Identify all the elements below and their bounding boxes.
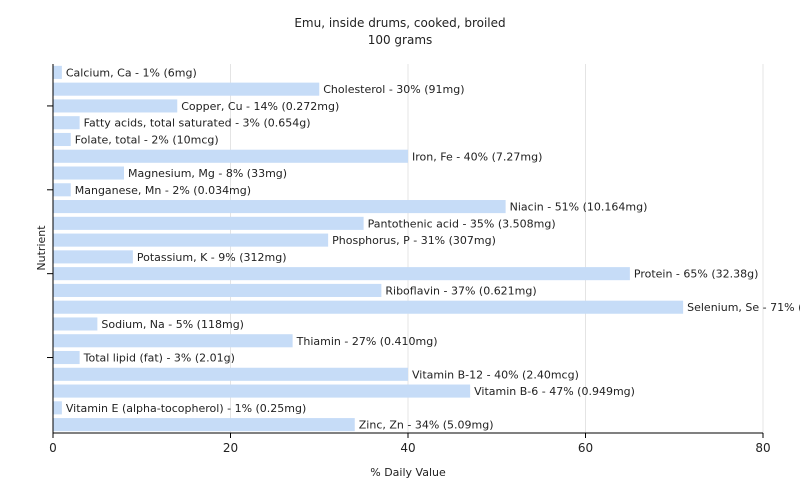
bar [53,82,320,96]
bar [53,99,178,113]
bar [53,367,408,381]
bar-label: Pantothenic acid - 35% (3.508mg) [368,217,556,230]
y-axis-label: Nutrient [35,225,48,271]
chart-subtitle: 100 grams [368,33,433,47]
bar-label: Riboflavin - 37% (0.621mg) [385,284,536,297]
x-tick-label: 40 [400,441,415,455]
bar-label: Potassium, K - 9% (312mg) [137,251,287,264]
bar-label: Vitamin B-6 - 47% (0.949mg) [474,385,635,398]
bar-label: Calcium, Ca - 1% (6mg) [66,66,197,79]
bar-label: Copper, Cu - 14% (0.272mg) [181,100,339,113]
bar-label: Phosphorus, P - 31% (307mg) [332,234,496,247]
bar [53,132,71,147]
bar [53,233,329,247]
bar-label: Protein - 65% (32.38g) [634,268,759,281]
bar [53,317,98,331]
bar [53,200,506,214]
bar-label: Total lipid (fat) - 3% (2.01g) [83,352,235,365]
bar [53,183,71,197]
bar-label: Thiamin - 27% (0.410mg) [296,335,438,348]
x-tick-label: 20 [223,441,238,455]
bar [53,267,630,281]
bar [53,334,293,348]
bar [53,216,364,230]
x-tick-label: 60 [578,441,593,455]
bar-label: Magnesium, Mg - 8% (33mg) [128,167,287,180]
bar-label: Selenium, Se - 71% (49.6mcg) [687,301,800,314]
bar-label: Zinc, Zn - 34% (5.09mg) [359,419,494,432]
chart-title: Emu, inside drums, cooked, broiled [294,16,505,30]
bar [53,149,408,163]
bar-label: Niacin - 51% (10.164mg) [510,201,648,214]
bar-label: Vitamin E (alpha-tocopherol) - 1% (0.25m… [66,402,306,415]
bar [53,116,80,130]
bar-label: Manganese, Mn - 2% (0.034mg) [75,184,251,197]
bar [53,350,80,365]
bar-label: Cholesterol - 30% (91mg) [323,83,464,96]
bar-label: Fatty acids, total saturated - 3% (0.654… [84,117,311,130]
x-tick-label: 0 [49,441,57,455]
plot-area: Calcium, Ca - 1% (6mg) Cholesterol - 30% … [47,64,800,455]
bar [53,418,355,432]
bar [53,65,62,79]
bar [53,384,471,398]
bar-label: Vitamin B-12 - 40% (2.40mcg) [412,368,579,381]
bar-label: Iron, Fe - 40% (7.27mg) [412,150,542,163]
bar-label: Sodium, Na - 5% (118mg) [101,318,244,331]
bar [53,250,133,264]
bar [53,166,124,180]
bar [53,401,62,415]
x-tick-label: 80 [755,441,770,455]
bar-label: Folate, total - 2% (10mcg) [75,133,219,146]
x-axis-label: % Daily Value [370,466,446,479]
bar [53,300,684,314]
bar [53,283,382,297]
